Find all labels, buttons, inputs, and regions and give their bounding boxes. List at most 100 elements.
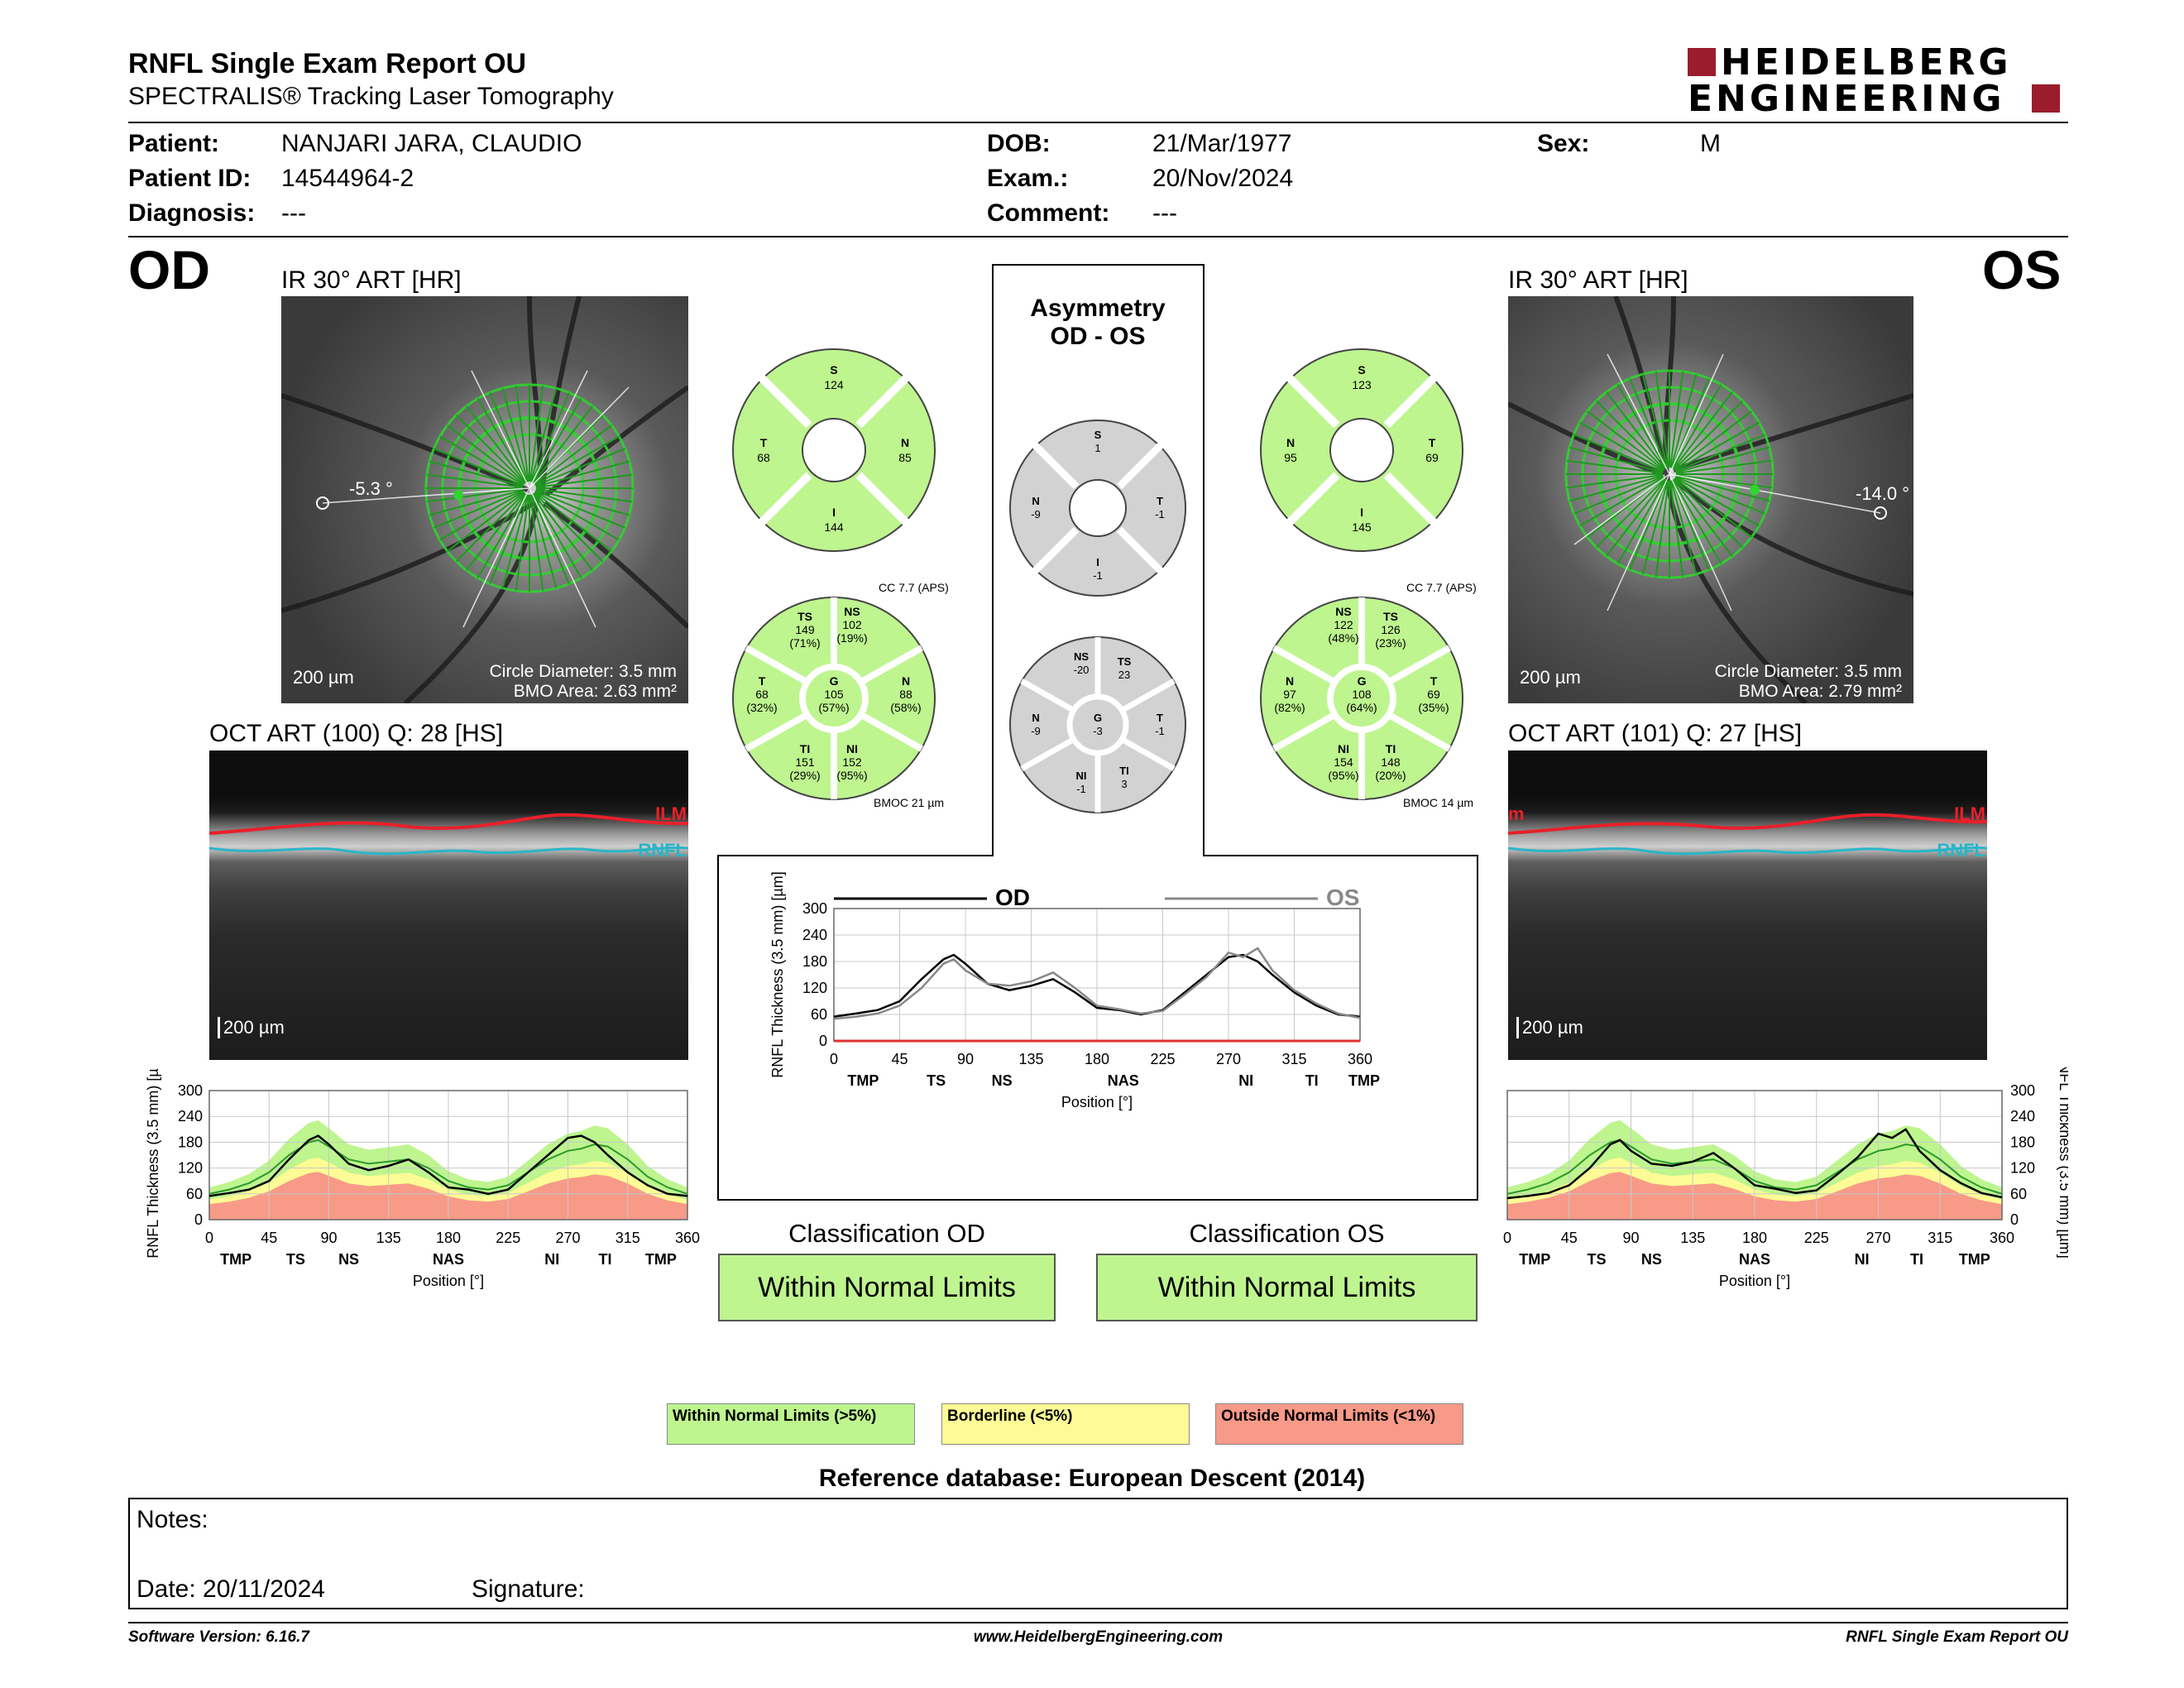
od-i-value: 144 (824, 520, 844, 534)
footer-url[interactable]: www.HeidelbergEngineering.com (973, 1628, 1224, 1646)
scan-spoke (433, 490, 524, 529)
y-tick-label: 120 (2010, 1160, 2035, 1177)
od-sector-4: S 124 T 68 N 85 I 144 (732, 348, 936, 552)
od-thickness-chart: 0 60 120 180 240 300 0 45 90 135 180 225 270 315 360 TM… (145, 1067, 700, 1289)
od-n-value: 85 (898, 451, 912, 464)
od-t-letter: T (760, 436, 768, 449)
scan-spoke (466, 492, 526, 571)
y-tick-label: 120 (802, 980, 827, 996)
od-n-letter: N (901, 436, 909, 449)
x-tick-label: 180 (1742, 1230, 1767, 1246)
scan-spoke (1595, 477, 1666, 549)
scan-spoke (535, 473, 633, 488)
scan-spoke (1641, 374, 1669, 468)
scan-spoke (535, 490, 625, 529)
y-tick-label: 60 (186, 1186, 203, 1202)
y-tick-label: 180 (2010, 1134, 2035, 1150)
sector-label: TMP (220, 1251, 251, 1268)
scan-spoke (515, 494, 529, 592)
classification-od-title: Classification OD (788, 1219, 985, 1248)
os-bmo-area: BMO Area: 2.79 mm² (1738, 682, 1902, 701)
x-tick-label: 45 (1561, 1230, 1578, 1246)
os-n6-value: 97 (1283, 688, 1296, 701)
sector-label: TI (1305, 1072, 1319, 1089)
sector-label: TMP (847, 1072, 879, 1089)
asym-s-letter: S (1094, 429, 1102, 441)
x-tick-label: 360 (675, 1230, 700, 1246)
y-tick-label: 240 (802, 927, 827, 943)
asym-n-value: -9 (1031, 508, 1041, 520)
classification-os-title: Classification OS (1189, 1219, 1385, 1248)
x-tick-label: 225 (496, 1230, 520, 1246)
scan-spoke (1669, 371, 1684, 468)
x-tick-label: 360 (1348, 1051, 1372, 1067)
scan-spoke (530, 494, 558, 588)
os-ts-letter: TS (1383, 610, 1398, 623)
scan-spoke (529, 494, 544, 592)
legend-outside-normal: Outside Normal Limits (<1%) (1215, 1403, 1463, 1445)
x-tick-label: 0 (830, 1051, 838, 1067)
od-ni-pct: (95%) (836, 769, 867, 782)
y-tick-label: 180 (178, 1134, 203, 1150)
scan-spoke (531, 494, 570, 584)
scan-spoke (1655, 480, 1669, 578)
scan-spoke (1674, 410, 1752, 471)
od-n6-letter: N (902, 674, 910, 688)
x-tick-label: 90 (957, 1051, 974, 1067)
sector-label: NI (1855, 1251, 1870, 1268)
scan-spoke (1616, 479, 1667, 564)
os-eye-label: OS (1982, 239, 2062, 300)
notes-signature: Signature: (472, 1575, 585, 1603)
sector-label: TS (927, 1072, 946, 1089)
scan-spoke (426, 473, 524, 488)
scan-spoke (439, 435, 524, 486)
os-ts-pct: (23%) (1375, 636, 1406, 650)
os-sector-6: NS 122 (48%) TS 126 (23%) N 97 (82%) G 1… (1260, 597, 1463, 800)
od-t-value: 68 (757, 451, 770, 464)
os-ns-pct: (48%) (1328, 631, 1358, 645)
scan-spoke (1671, 378, 1710, 468)
scan-spoke (534, 492, 612, 552)
x-axis-label: Position [°] (1719, 1273, 1790, 1289)
report-subtitle: SPECTRALIS® Tracking Laser Tomography (128, 83, 614, 110)
od-t6-pct: (32%) (746, 701, 777, 714)
normative-mean-line (208, 1139, 688, 1195)
scan-spoke (1673, 391, 1733, 470)
od-ts-pct: (71%) (789, 636, 820, 650)
scan-spoke (1629, 378, 1668, 468)
os-ilm-label: ILM (1954, 803, 1985, 824)
asym-i-letter: I (1096, 556, 1099, 568)
exam-label: Exam.: (987, 165, 1069, 192)
asymmetry-title: Asymmetry (1030, 295, 1166, 322)
footer-version: Software Version: 6.16.7 (128, 1628, 309, 1646)
od-ti-letter: TI (800, 742, 810, 755)
scan-spoke (1569, 446, 1664, 473)
od-ir-fundus-image: -5.3 ° 200 µm Circle Diameter: 3.5 mm BM… (281, 296, 688, 703)
scan-spoke (1606, 391, 1666, 470)
scan-spoke (1616, 384, 1667, 469)
scan-spoke (477, 493, 527, 578)
scan-spoke (1674, 477, 1752, 538)
od-ni-value: 152 (842, 755, 862, 769)
os-t6-value: 69 (1427, 688, 1440, 701)
asym-n-letter: N (1032, 495, 1039, 507)
scan-spoke (1606, 478, 1666, 557)
scan-spoke (1673, 400, 1744, 471)
od-eye-label: OD (128, 239, 210, 300)
sector-label: NAS (1108, 1072, 1139, 1089)
os-ir-scale: 200 µm (1520, 667, 1581, 688)
asym-ts-value: 23 (1118, 669, 1130, 681)
notes-box: Notes: Date: 20/11/2024 Signature: (128, 1498, 2068, 1609)
asym-t6-value: -1 (1155, 725, 1165, 737)
os-ti-letter: TI (1386, 742, 1396, 755)
sector-label: NS (1641, 1251, 1662, 1268)
x-tick-label: 270 (555, 1230, 580, 1246)
measured-thickness-line (208, 1134, 688, 1197)
y-tick-label: 120 (178, 1160, 203, 1177)
od-ns-value: 102 (842, 618, 862, 631)
scan-spoke (466, 405, 526, 484)
os-s-value: 123 (1352, 378, 1372, 391)
os-n6-pct: (82%) (1274, 701, 1305, 714)
